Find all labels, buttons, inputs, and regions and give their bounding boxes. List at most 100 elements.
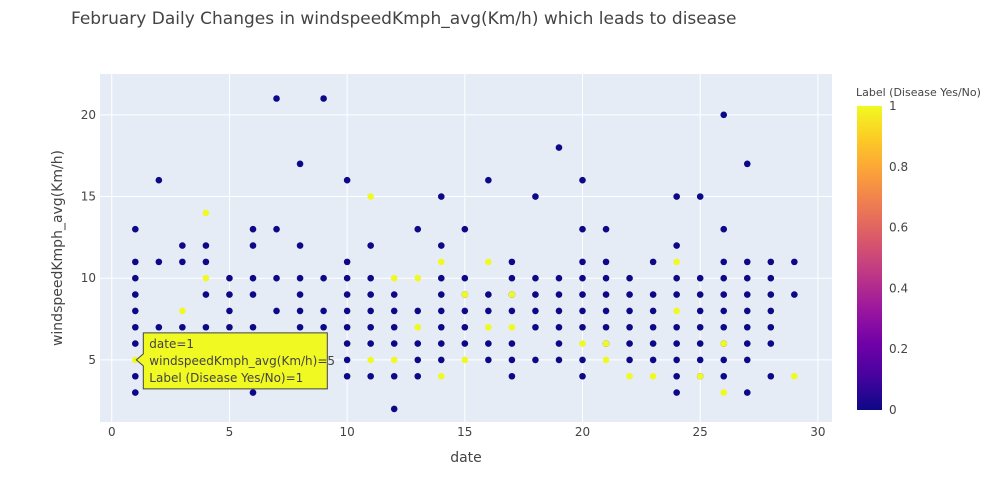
x-tick-label: 0 bbox=[108, 425, 116, 439]
data-point-label-0 bbox=[626, 274, 633, 282]
data-point-label-0 bbox=[437, 242, 445, 249]
data-point-label-1 bbox=[179, 307, 186, 315]
data-point-label-0 bbox=[720, 307, 728, 315]
data-point-label-0 bbox=[720, 356, 728, 364]
data-point-label-0 bbox=[485, 176, 492, 184]
data-point-label-0 bbox=[720, 258, 728, 266]
data-point-label-1 bbox=[414, 274, 422, 282]
data-point-label-0 bbox=[296, 274, 304, 282]
x-tick-label: 30 bbox=[810, 425, 825, 439]
data-point-label-0 bbox=[132, 372, 139, 380]
data-point-label-0 bbox=[273, 274, 280, 282]
data-point-label-0 bbox=[579, 372, 586, 380]
data-point-label-1 bbox=[602, 356, 610, 364]
data-point-label-0 bbox=[437, 193, 445, 200]
data-point-label-0 bbox=[367, 274, 374, 282]
data-point-label-0 bbox=[532, 274, 539, 282]
data-point-label-0 bbox=[649, 340, 657, 347]
data-point-label-0 bbox=[720, 372, 728, 380]
data-point-label-0 bbox=[743, 356, 751, 364]
data-point-label-0 bbox=[720, 291, 728, 298]
data-point-label-0 bbox=[791, 291, 798, 298]
data-point-label-0 bbox=[696, 340, 704, 347]
data-point-label-0 bbox=[579, 176, 586, 184]
colorbar-tick-label: 0.8 bbox=[889, 160, 908, 174]
x-axis-title: date bbox=[450, 450, 482, 466]
data-point-label-0 bbox=[485, 291, 492, 298]
data-point-label-0 bbox=[249, 225, 257, 233]
data-point-label-0 bbox=[508, 274, 516, 282]
data-point-label-0 bbox=[555, 307, 563, 315]
data-point-label-0 bbox=[343, 176, 351, 184]
data-point-label-0 bbox=[673, 291, 680, 298]
y-tick-label: 20 bbox=[81, 108, 96, 122]
data-point-label-0 bbox=[508, 372, 516, 380]
data-point-label-0 bbox=[649, 291, 657, 298]
data-point-label-0 bbox=[555, 340, 563, 347]
data-point-label-0 bbox=[367, 372, 374, 380]
data-point-label-0 bbox=[626, 340, 633, 347]
data-point-label-0 bbox=[485, 356, 492, 364]
data-point-label-0 bbox=[202, 291, 210, 298]
data-point-label-1 bbox=[791, 372, 798, 380]
data-point-label-0 bbox=[602, 225, 610, 233]
hover-tooltip: date=1 windspeedKmph_avg(Km/h)=5 Label (Di… bbox=[135, 332, 335, 390]
data-point-label-0 bbox=[649, 307, 657, 315]
x-tick-label: 10 bbox=[339, 425, 354, 439]
data-point-label-0 bbox=[273, 95, 280, 102]
data-point-label-0 bbox=[437, 274, 445, 282]
data-point-label-0 bbox=[273, 225, 280, 233]
data-point-label-0 bbox=[296, 323, 304, 331]
data-point-label-0 bbox=[767, 340, 775, 347]
data-point-label-0 bbox=[226, 307, 233, 315]
data-point-label-0 bbox=[296, 307, 304, 315]
data-point-label-0 bbox=[579, 225, 586, 233]
data-point-label-0 bbox=[390, 372, 398, 380]
data-point-label-1 bbox=[485, 258, 492, 266]
data-point-label-0 bbox=[626, 307, 633, 315]
data-point-label-0 bbox=[226, 274, 233, 282]
data-point-label-0 bbox=[532, 323, 539, 331]
data-point-label-0 bbox=[367, 242, 374, 249]
data-point-label-0 bbox=[696, 193, 704, 200]
data-point-label-0 bbox=[767, 291, 775, 298]
colorbar-title: Label (Disease Yes/No) bbox=[856, 86, 981, 99]
data-point-label-1 bbox=[720, 340, 728, 347]
tooltip-line: date=1 bbox=[149, 337, 194, 351]
data-point-label-0 bbox=[437, 291, 445, 298]
data-point-label-1 bbox=[579, 340, 586, 347]
data-point-label-0 bbox=[132, 258, 139, 266]
data-point-label-1 bbox=[132, 356, 139, 364]
data-point-label-0 bbox=[414, 372, 422, 380]
data-point-label-0 bbox=[532, 356, 539, 364]
data-point-label-1 bbox=[649, 372, 657, 380]
data-point-label-0 bbox=[579, 258, 586, 266]
data-point-label-1 bbox=[673, 307, 680, 315]
data-point-label-0 bbox=[132, 323, 139, 331]
data-point-label-0 bbox=[649, 258, 657, 266]
data-point-label-0 bbox=[626, 356, 633, 364]
colorbar-tick-labels: 0 0.2 0.4 0.6 0.8 1 bbox=[889, 99, 908, 417]
y-tick-label: 15 bbox=[81, 190, 96, 204]
data-point-label-0 bbox=[720, 111, 728, 119]
data-point-label-1 bbox=[485, 323, 492, 331]
x-tick-label: 25 bbox=[693, 425, 708, 439]
data-point-label-0 bbox=[390, 405, 398, 413]
data-point-label-0 bbox=[437, 340, 445, 347]
data-point-label-0 bbox=[202, 323, 210, 331]
data-point-label-0 bbox=[602, 307, 610, 315]
data-point-label-0 bbox=[555, 274, 563, 282]
data-point-label-0 bbox=[626, 323, 633, 331]
tooltip-line: Label (Disease Yes/No)=1 bbox=[149, 371, 303, 385]
data-point-label-0 bbox=[461, 340, 469, 347]
data-point-label-0 bbox=[414, 225, 422, 233]
colorbar-tick-label: 0.4 bbox=[889, 281, 908, 295]
data-point-label-0 bbox=[132, 274, 139, 282]
data-point-label-0 bbox=[226, 323, 233, 331]
data-point-label-0 bbox=[132, 307, 139, 315]
data-point-label-0 bbox=[320, 95, 327, 102]
data-point-label-0 bbox=[485, 307, 492, 315]
data-point-label-1 bbox=[461, 356, 469, 364]
data-point-label-0 bbox=[202, 242, 210, 249]
